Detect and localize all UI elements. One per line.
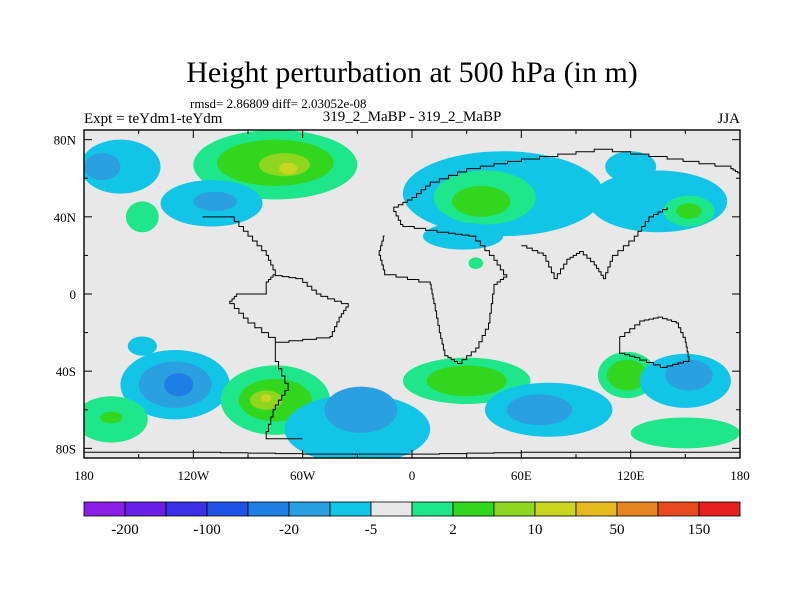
contour-region-np-pac-neg (84, 139, 161, 194)
y-tick-label: 40S (56, 364, 76, 379)
contour-region-afr-neg (422, 222, 504, 250)
contour-region-south-pos-right (630, 417, 740, 449)
colorbar-swatch (493, 501, 536, 517)
chart-title: Height perturbation at 500 hPa (in m) (186, 56, 638, 89)
coastline-asia-coast (393, 148, 740, 226)
colorbar-label: 50 (610, 522, 625, 538)
contour-region-np-am-pos4 (278, 162, 298, 175)
colorbar-swatch (575, 501, 618, 517)
colorbar-swatch (657, 501, 700, 517)
contour-region-asia-pos2 (676, 203, 702, 219)
x-tick-label: 180 (730, 468, 750, 483)
x-tick-label: 0 (409, 468, 416, 483)
colorbar-label: -200 (111, 522, 139, 538)
colorbar-label: 2 (449, 522, 457, 538)
colorbar-label: -5 (365, 522, 378, 538)
expt-label: Expt = teYdm1-teYdm (84, 111, 223, 127)
contour-region-natl-neg2 (193, 191, 238, 212)
contour-region-spac-neg2 (665, 359, 713, 391)
colorbar-swatch (329, 501, 372, 517)
colorbar-swatch (452, 501, 495, 517)
x-tick-label: 60W (290, 468, 316, 483)
colorbar-swatch (83, 501, 126, 517)
colorbar-swatch (124, 501, 167, 517)
contour-region-aus-pos2 (606, 359, 648, 391)
y-axis: 80N 40N 0 40S 80S (54, 133, 740, 456)
colorbar-label: -100 (193, 522, 221, 538)
x-tick-label: 180 (74, 468, 94, 483)
colorbar-label: 150 (688, 522, 711, 538)
coastline-africa-coast (378, 224, 508, 364)
contour-region-nepac-neg (605, 151, 657, 183)
colorbar-swatch (165, 501, 208, 517)
colorbar-label: 10 (528, 522, 543, 538)
contour-region-sa-pos4 (260, 394, 272, 403)
contour-region-np-pac-neg-core (84, 153, 121, 181)
contour-region-sio-pos2 (426, 365, 507, 397)
colorbar-swatch (698, 501, 741, 517)
x-tick-label: 120E (617, 468, 645, 483)
contour-region-satl-neg2 (324, 386, 398, 433)
colorbar-swatch (247, 501, 290, 517)
colorbar-swatch (616, 501, 659, 517)
contour-region-eu-pos2 (452, 185, 511, 217)
map-plot-area (83, 129, 741, 459)
coastline-sa-east (274, 274, 349, 343)
colorbar-swatch (206, 501, 249, 517)
x-tick-label: 120W (177, 468, 210, 483)
colorbar: -200 -100 -20 -5 2 10 50 150 (83, 501, 741, 538)
x-tick-label: 60E (511, 468, 532, 483)
y-tick-label: 80N (54, 133, 77, 148)
colorbar-swatch (288, 501, 331, 517)
contour-region-eq-pos (468, 257, 484, 269)
y-tick-label: 80S (56, 441, 76, 456)
colorbar-swatch (534, 501, 577, 517)
contour-region-sp-neg-3 (164, 373, 194, 397)
case-label: 319_2_MaBP - 319_2_MaBP (323, 109, 502, 125)
contour-region-nw-pac-blob (127, 336, 157, 356)
x-axis: 180 120W 60W 0 60E 120E 180 (74, 130, 750, 483)
contour-region-atl-pos (125, 201, 159, 233)
season-label: JJA (717, 111, 740, 127)
y-tick-label: 40N (54, 210, 77, 225)
colorbar-label: -20 (279, 522, 299, 538)
stats-line: rmsd= 2.86809 diff= 2.03052e-08 (190, 96, 367, 111)
coastline-india (521, 207, 668, 280)
coastline-eurasia-africa-outline (202, 216, 303, 440)
contour-region-south-pos-left2 (100, 411, 123, 424)
contour-region-sio-neg2 (506, 394, 573, 426)
colorbar-swatch (411, 501, 454, 517)
colorbar-swatch (370, 501, 413, 517)
coastline-australia (619, 316, 690, 368)
y-tick-label: 0 (70, 287, 77, 302)
